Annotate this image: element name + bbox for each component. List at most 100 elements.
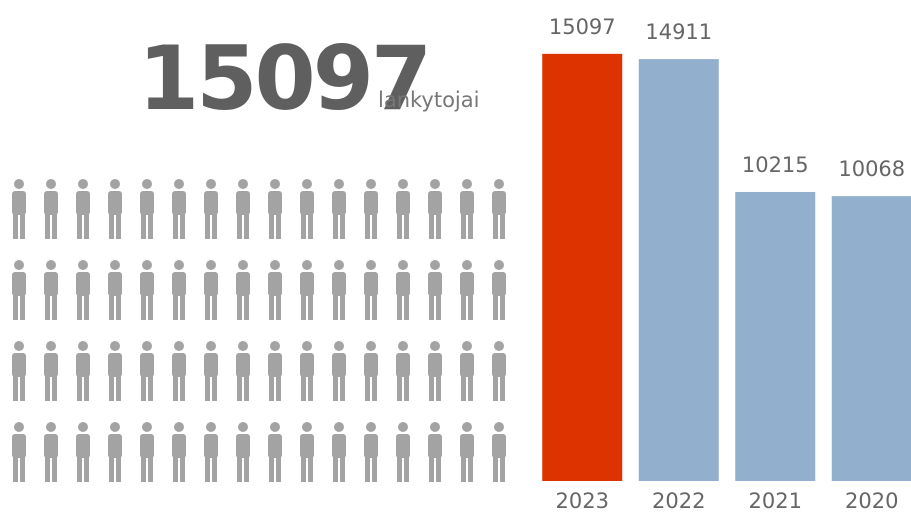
person-leg [365, 294, 370, 320]
person-icon [140, 422, 154, 482]
person-body [428, 272, 442, 296]
person-leg [148, 375, 153, 401]
person-icon [140, 260, 154, 320]
person-icon [236, 260, 250, 320]
person-icon [332, 341, 346, 401]
value-label: 10068 [838, 157, 905, 181]
person-body [460, 434, 474, 458]
person-icon [396, 422, 410, 482]
person-leg [116, 456, 121, 482]
person-head [78, 260, 88, 270]
person-leg [20, 294, 25, 320]
person-icon [396, 179, 410, 239]
person-head [142, 422, 152, 432]
person-icon [428, 260, 442, 320]
person-icon [204, 341, 218, 401]
person-icon [44, 179, 58, 239]
person-leg [404, 294, 409, 320]
person-leg [301, 456, 306, 482]
person-leg [77, 213, 82, 239]
person-head [270, 179, 280, 189]
person-leg [429, 456, 434, 482]
person-icon [364, 179, 378, 239]
person-leg [77, 294, 82, 320]
person-leg [237, 213, 242, 239]
person-leg [45, 375, 50, 401]
person-body [12, 434, 26, 458]
person-leg [308, 456, 313, 482]
person-head [206, 422, 216, 432]
person-head [334, 260, 344, 270]
person-icon [12, 422, 26, 482]
person-body [204, 191, 218, 215]
person-leg [13, 213, 18, 239]
person-leg [244, 294, 249, 320]
person-icon [364, 341, 378, 401]
person-head [494, 179, 504, 189]
person-leg [493, 294, 498, 320]
person-leg [461, 294, 466, 320]
person-icon [44, 260, 58, 320]
person-leg [500, 375, 505, 401]
person-body [268, 353, 282, 377]
value-label: 15097 [549, 15, 616, 39]
person-leg [212, 294, 217, 320]
person-icon [492, 260, 506, 320]
person-icon [204, 260, 218, 320]
person-leg [333, 456, 338, 482]
person-leg [461, 375, 466, 401]
person-head [78, 422, 88, 432]
person-body [332, 272, 346, 296]
person-leg [333, 294, 338, 320]
person-head [334, 179, 344, 189]
person-leg [340, 375, 345, 401]
person-body [140, 353, 154, 377]
person-leg [372, 213, 377, 239]
person-head [430, 422, 440, 432]
person-leg [493, 213, 498, 239]
person-body [12, 272, 26, 296]
person-body [204, 353, 218, 377]
person-head [494, 422, 504, 432]
person-leg [173, 456, 178, 482]
person-leg [301, 294, 306, 320]
person-leg [468, 294, 473, 320]
person-head [78, 179, 88, 189]
person-head [462, 179, 472, 189]
person-body [332, 191, 346, 215]
person-leg [493, 456, 498, 482]
bar [638, 59, 719, 481]
person-body [396, 434, 410, 458]
person-body [172, 434, 186, 458]
person-leg [45, 213, 50, 239]
person-icon [492, 422, 506, 482]
person-head [174, 260, 184, 270]
person-head [46, 341, 56, 351]
person-body [108, 434, 122, 458]
person-icon [492, 179, 506, 239]
person-icon [364, 260, 378, 320]
person-icon [428, 422, 442, 482]
person-leg [269, 294, 274, 320]
person-leg [13, 375, 18, 401]
x-tick-label: 2021 [749, 489, 802, 512]
person-leg [493, 375, 498, 401]
person-leg [397, 456, 402, 482]
person-leg [20, 213, 25, 239]
person-body [140, 434, 154, 458]
person-body [492, 272, 506, 296]
person-leg [237, 456, 242, 482]
person-head [494, 341, 504, 351]
person-leg [180, 213, 185, 239]
person-leg [173, 375, 178, 401]
person-head [14, 179, 24, 189]
person-icon [44, 341, 58, 401]
person-head [398, 260, 408, 270]
person-leg [436, 294, 441, 320]
person-leg [461, 213, 466, 239]
person-body [268, 272, 282, 296]
person-leg [20, 456, 25, 482]
person-head [238, 260, 248, 270]
person-leg [148, 294, 153, 320]
person-body [236, 191, 250, 215]
